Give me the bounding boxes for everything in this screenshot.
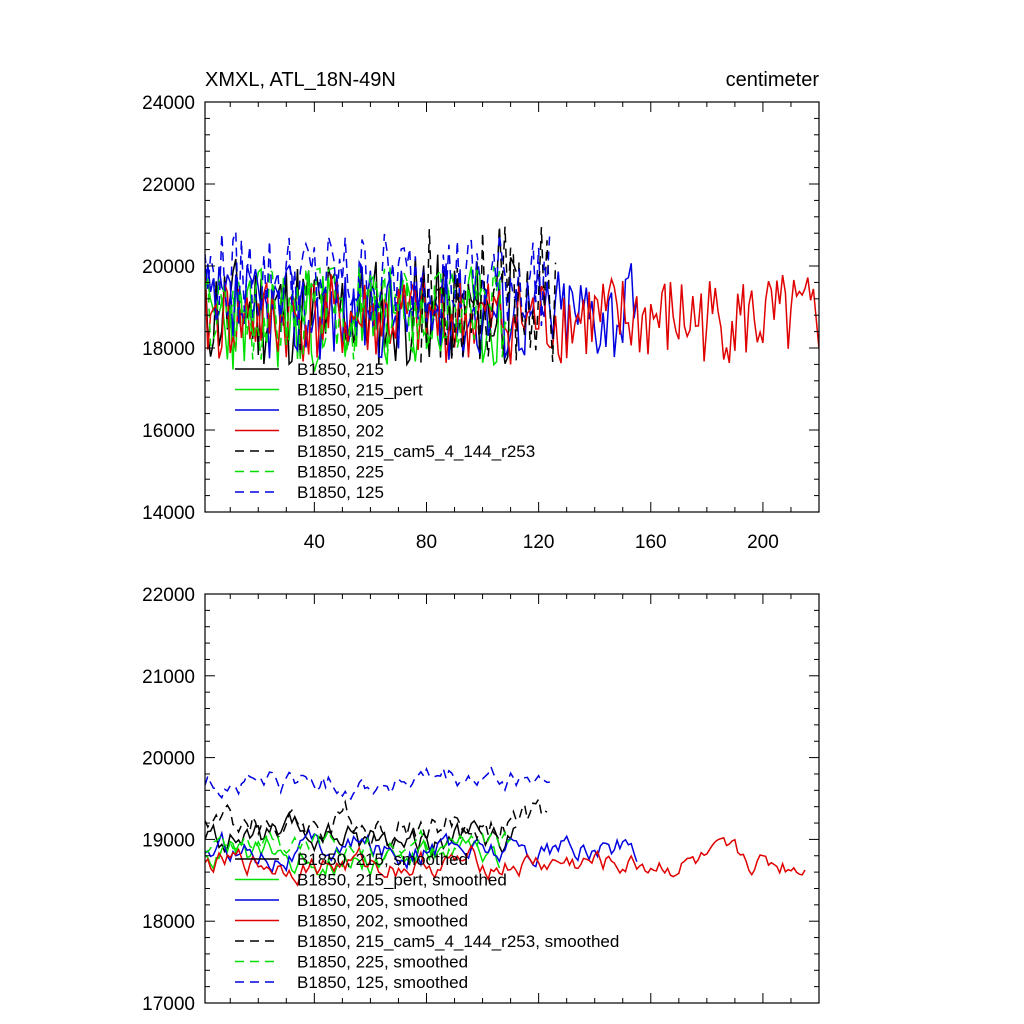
legend-label-1: B1850, 215_pert	[297, 381, 423, 400]
x-tick-label: 80	[416, 532, 437, 553]
series-line-4	[420, 226, 557, 363]
x-tick-label: 200	[747, 532, 779, 553]
plot-frame	[204, 101, 820, 513]
legend-label-0: B1850, 215	[297, 360, 384, 379]
legend-label-5: B1850, 225	[297, 463, 384, 482]
bottom-panel-axes: 17000 18000 19000 20000 21000 22000	[142, 585, 820, 1015]
series-line-3	[205, 836, 806, 887]
top-panel-axes: 14000 16000 18000 20000 22000 24000 40 80 120 160…	[142, 93, 820, 553]
y-tick-label: 18000	[142, 339, 195, 360]
legend-label-5: B1850, 225, smoothed	[297, 953, 468, 972]
series-line-2	[205, 827, 638, 873]
legend-label-1: B1850, 215_pert, smoothed	[297, 871, 507, 890]
legend-label-6: B1850, 125, smoothed	[297, 973, 468, 992]
series-line-1	[205, 834, 501, 878]
series-line-6	[205, 231, 551, 327]
legend-label-0: B1850, 215, smoothed	[297, 850, 468, 869]
series-line-3	[205, 274, 819, 365]
legend-label-2: B1850, 205	[297, 401, 384, 420]
y-tick-label: 22000	[142, 175, 195, 196]
y-tick-label: 17000	[142, 994, 195, 1015]
series-line-5	[205, 828, 512, 869]
y-tick-label: 20000	[142, 749, 195, 770]
y-tick-label: 21000	[142, 667, 195, 688]
y-tick-label: 22000	[142, 585, 195, 606]
series-line-6	[205, 764, 550, 801]
y-tick-label: 16000	[142, 421, 195, 442]
legend-label-3: B1850, 202	[297, 422, 384, 441]
y-tick-label: 19000	[142, 830, 195, 851]
y-tick-label: 18000	[142, 912, 195, 933]
top-panel: XMXL, ATL_18N-49N centimeter 14000160001…	[142, 69, 820, 553]
top-panel-title-left: XMXL, ATL_18N-49N	[205, 69, 396, 91]
y-tick-label: 14000	[142, 503, 195, 524]
legend-label-6: B1850, 125	[297, 483, 384, 502]
bottom-panel: 17000 18000 19000 20000 21000 22000 B1850, 21…	[142, 585, 820, 1015]
x-tick-label: 120	[523, 532, 555, 553]
top-panel-title-right: centimeter	[726, 69, 820, 91]
series-line-1	[205, 266, 501, 372]
legend-label-2: B1850, 205, smoothed	[297, 891, 468, 910]
top-panel-series	[205, 226, 819, 372]
plot-frame	[204, 593, 820, 1004]
x-tick-label: 40	[304, 532, 325, 553]
bottom-panel-series	[205, 764, 806, 887]
x-tick-label: 160	[635, 532, 667, 553]
legend-label-4: B1850, 215_cam5_4_144_r253	[297, 442, 535, 461]
y-tick-label: 24000	[142, 93, 195, 114]
legend-label-4: B1850, 215_cam5_4_144_r253, smoothed	[297, 932, 619, 951]
legend-label-3: B1850, 202, smoothed	[297, 912, 468, 931]
y-tick-label: 20000	[142, 257, 195, 278]
bottom-panel-legend: B1850, 215, smoothed B1850, 215_pert, smo…	[235, 850, 619, 992]
series-line-4	[205, 797, 548, 852]
